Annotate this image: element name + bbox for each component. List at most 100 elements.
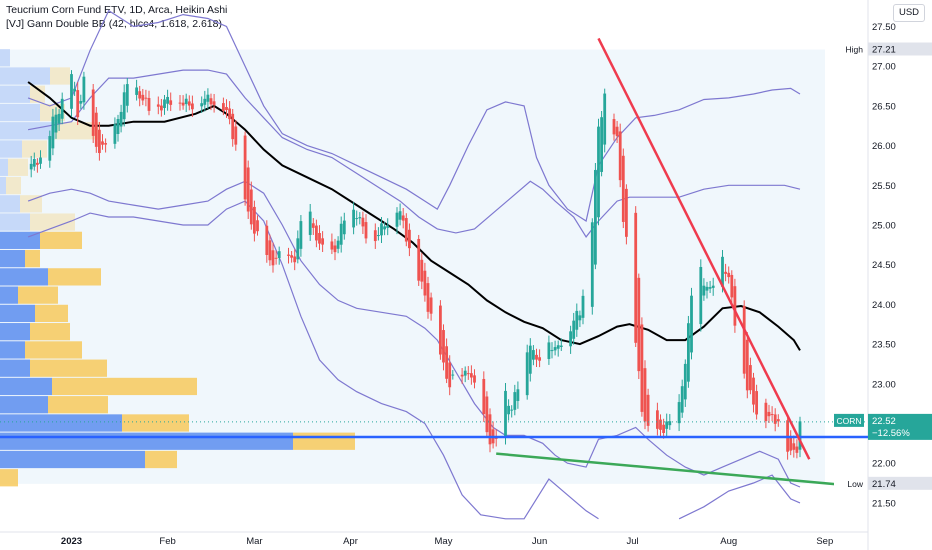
candle-body [687,323,690,382]
candle-body [634,212,638,343]
volume-row-down [48,396,108,414]
price-tick-label: 25.00 [872,220,896,231]
time-tick-label: May [435,536,453,547]
candle-body [225,107,228,111]
candle-body [745,339,749,391]
candle-body [321,238,324,245]
candle-body [293,256,297,263]
candle-body [597,126,600,218]
volume-row-up [0,67,50,85]
candle-body [355,218,359,220]
extreme-tag [834,476,866,490]
volume-row-down [30,323,70,341]
candle-body [559,345,563,347]
candle-body [274,257,278,259]
candle-body [789,435,793,451]
candle-body [581,295,585,318]
candle-body [656,410,659,429]
bollinger-band-line [27,69,801,238]
currency-button[interactable]: USD [893,4,925,22]
candle-body [612,119,616,135]
candle-body [470,373,473,378]
bollinger-band-line [27,180,801,488]
candle-body [439,305,442,355]
candle-body [640,324,644,412]
candle-body [246,167,250,212]
candle-body [249,189,253,225]
time-tick-label: Feb [159,536,175,547]
candle-body [535,354,538,360]
candle-body [553,347,557,351]
volume-row-down [8,158,28,176]
candle-body [101,141,104,145]
candle-body [163,99,166,108]
candle-body [603,93,607,145]
candle-body [525,352,529,396]
candle-body [690,295,693,353]
candle-body [299,221,303,249]
candle-body [386,225,390,228]
volume-row-up [0,414,122,432]
candle-body [408,229,411,249]
candle-body [764,402,768,422]
price-tick-label: 27.50 [872,22,896,33]
extreme-value-tag [868,42,932,56]
candle-body [711,285,715,288]
candle-body [643,368,647,422]
indicator-legend[interactable]: [VJ] Gann Double BB (42, hlcc4, 1.618, 2… [6,18,222,30]
candle-body [615,126,619,137]
candle-body [113,124,117,144]
candle-body [699,266,703,325]
last-price-value: 22.52 [872,416,896,427]
candle-body [460,374,464,377]
candle-body [271,250,275,266]
candle-body [776,419,780,422]
candle-body [181,102,185,106]
candle-body [767,411,771,417]
volume-row-down [25,341,82,359]
candle-body [290,255,293,258]
candle-body [253,206,256,234]
volume-row-down [30,213,75,231]
candle-body [342,220,346,235]
candle-body [57,113,61,124]
candle-body [426,283,430,312]
candle-body [76,90,80,118]
candle-body [178,102,182,104]
candle-body [318,233,321,244]
candle-body [724,271,727,274]
candle-body [330,241,334,250]
candle-body [200,103,204,107]
volume-row-up [0,286,18,304]
candle-body [401,215,405,221]
candle-body [507,405,510,415]
volume-row-down [18,286,58,304]
candle-body [646,394,650,426]
volume-row-down [6,176,21,195]
candle-body [730,274,734,298]
time-tick-label: Apr [343,536,358,547]
extreme-value-tag [868,476,932,490]
volume-row-up [0,122,55,140]
candle-body [60,98,64,119]
candle-body [361,217,365,227]
volume-row-up [0,432,293,450]
candle-body [442,330,445,363]
candle-body [358,217,362,219]
candle-body [770,414,774,416]
volume-row-down [25,249,40,268]
candle-body [773,414,777,424]
candle-body [39,157,42,164]
candle-body [228,108,231,120]
volume-row-down [30,85,45,103]
candle-body [98,129,101,154]
candle-body [600,117,603,172]
candle-body [234,126,238,145]
candle-body [798,421,802,450]
candle-body [222,103,225,111]
volume-row-down [55,122,100,140]
candle-body [637,277,641,372]
candle-body [510,409,514,411]
candle-body [594,169,597,265]
